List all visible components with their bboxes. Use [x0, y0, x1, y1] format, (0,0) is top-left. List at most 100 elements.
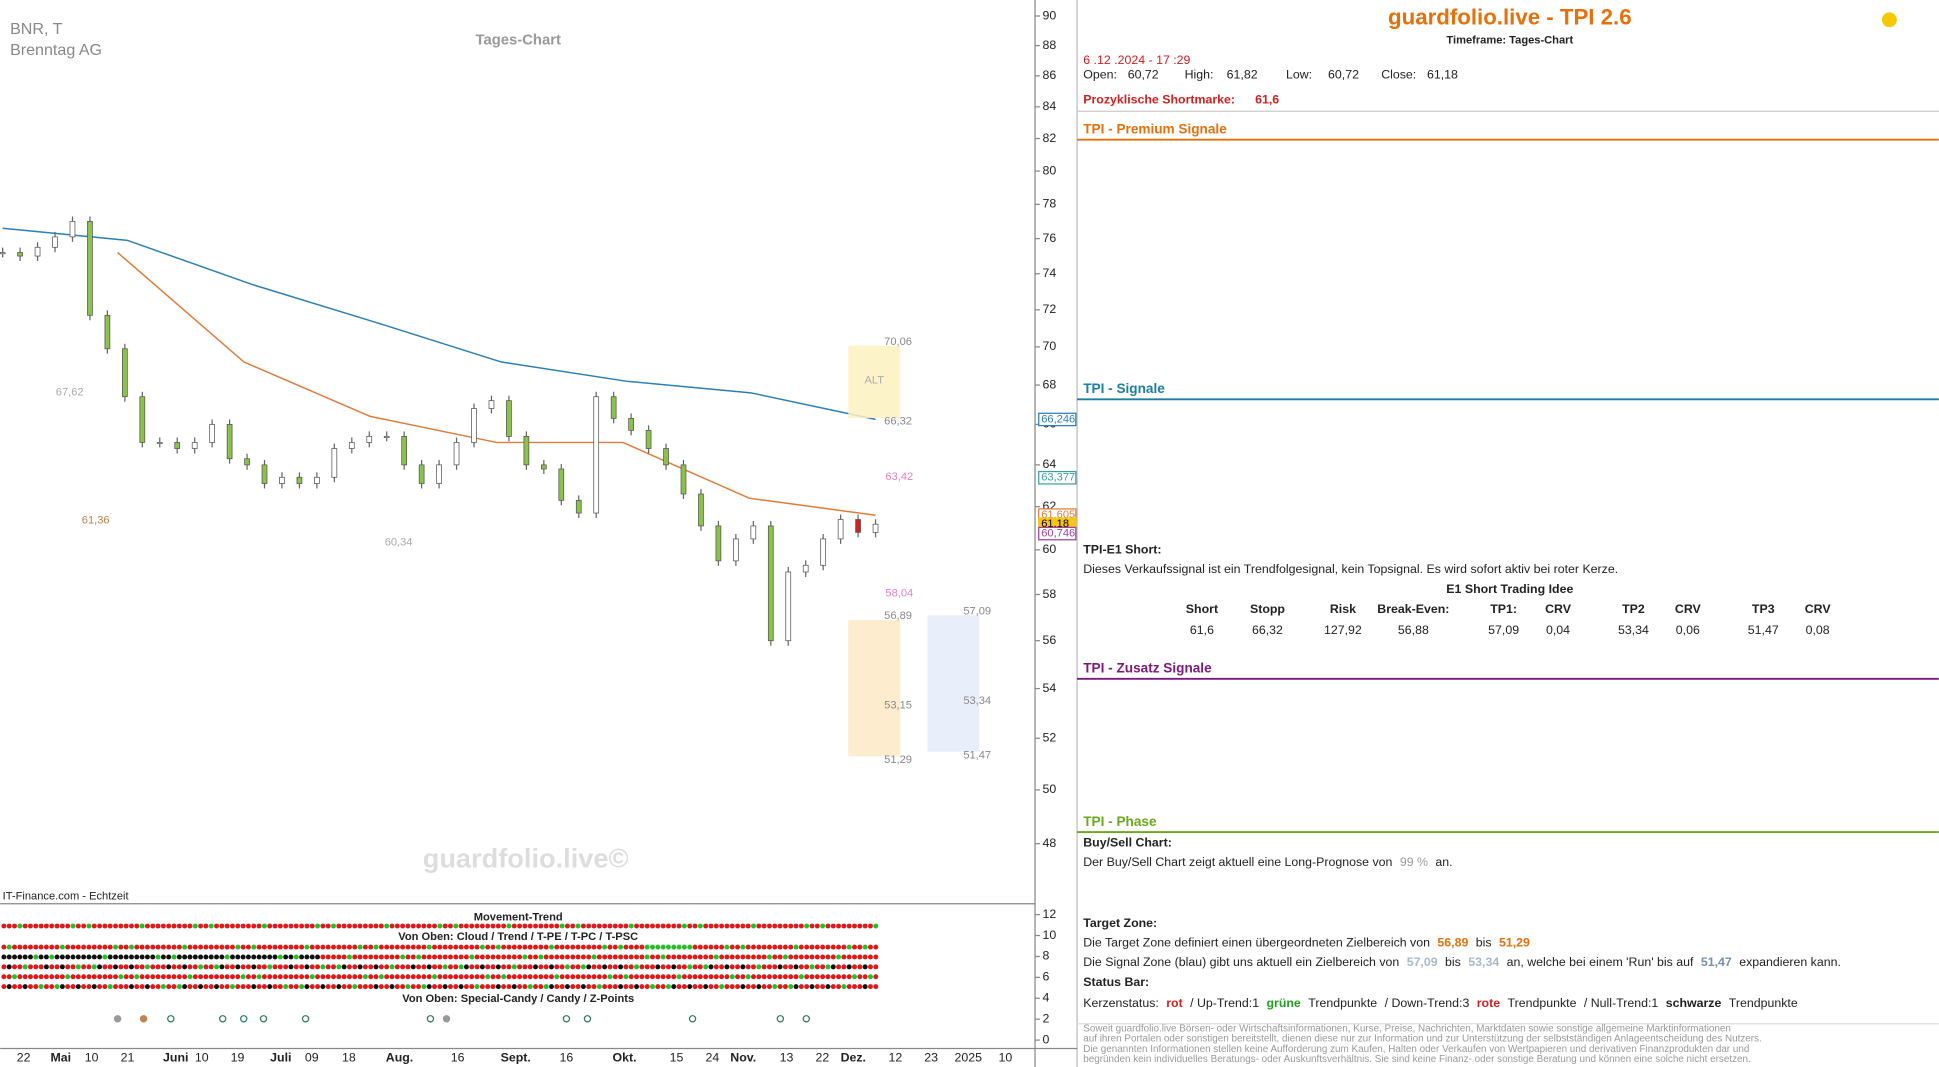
trend-dot — [745, 944, 751, 950]
candle — [52, 236, 58, 248]
trend-dot — [272, 964, 278, 970]
trend-dot — [320, 954, 326, 960]
candle — [244, 458, 250, 466]
trend-dot — [416, 954, 422, 960]
trend-dot — [586, 944, 592, 950]
trend-dot — [708, 974, 714, 980]
trend-dot — [346, 974, 352, 980]
trend-dot — [447, 923, 453, 929]
trend-dot — [469, 944, 475, 950]
trend-dot — [426, 974, 432, 980]
trend-dot — [192, 974, 198, 980]
trend-dot — [171, 954, 177, 960]
y-tick-label: 48 — [1042, 836, 1056, 850]
trend-dot — [224, 923, 230, 929]
trend-dot — [772, 954, 778, 960]
trend-dot — [665, 944, 671, 950]
trend-dot — [150, 923, 156, 929]
trend-dot — [6, 984, 12, 990]
trend-dot — [740, 984, 746, 990]
y-tick-label: 78 — [1042, 197, 1056, 211]
trend-dot — [331, 944, 336, 950]
y-tick-label: 72 — [1042, 302, 1056, 316]
trend-dot — [214, 984, 220, 990]
zone-value: 53,15 — [884, 700, 912, 712]
table-cell: 56,88 — [1398, 623, 1429, 637]
trend-dot — [336, 923, 342, 929]
trend-dot — [814, 984, 820, 990]
candle — [279, 476, 285, 484]
trend-dot — [208, 964, 214, 970]
price-box — [1038, 470, 1077, 485]
trend-dot — [421, 974, 427, 980]
trend-dot — [155, 954, 161, 960]
trend-dot — [102, 974, 108, 980]
trend-dot — [559, 984, 565, 990]
trend-dot — [336, 964, 342, 970]
table-cell: 57,09 — [1488, 623, 1519, 637]
trend-dot — [304, 964, 310, 970]
trend-dot — [740, 954, 746, 960]
trend-dot — [602, 954, 608, 960]
trend-dot — [501, 964, 507, 970]
trend-dot — [655, 964, 661, 970]
trend-dot — [830, 974, 836, 980]
trend-dot — [1, 964, 7, 970]
trend-dot — [325, 984, 331, 990]
trend-dot — [251, 944, 257, 950]
trend-dot — [166, 984, 172, 990]
trend-dot — [33, 954, 39, 960]
table-cell: 127,92 — [1324, 623, 1362, 637]
trend-dot — [12, 984, 17, 990]
trend-dot — [283, 974, 289, 980]
x-tick-label: Okt. — [613, 1051, 637, 1065]
trend-dot — [75, 954, 81, 960]
trend-dot — [554, 984, 560, 990]
table-cell: 51,47 — [1748, 623, 1779, 637]
section-title: TPI - Phase — [1083, 814, 1157, 829]
trend-dot — [830, 964, 836, 970]
trend-dot — [506, 954, 512, 960]
ohlc: 61,18 — [1427, 68, 1458, 82]
y-tick-label: 54 — [1042, 681, 1056, 695]
table-header: TP1: — [1490, 602, 1517, 616]
trend-dot — [559, 954, 565, 960]
trend-dot — [469, 954, 475, 960]
trend-dot — [38, 944, 44, 950]
trend-dot — [150, 974, 156, 980]
trend-dot — [634, 954, 640, 960]
trend-dot — [867, 923, 873, 929]
x-tick-label: Mai — [50, 1051, 71, 1065]
y-tick-label: 4 — [1042, 991, 1049, 1005]
trend-dot — [59, 984, 65, 990]
trend-dot — [54, 944, 60, 950]
trend-dot — [38, 964, 44, 970]
trend-dot — [325, 964, 331, 970]
trend-dot — [857, 923, 863, 929]
zone-value: 53,34 — [963, 695, 991, 707]
y-tick-label: 74 — [1042, 266, 1056, 280]
trend-dot — [357, 954, 363, 960]
trend-dot — [129, 974, 134, 980]
trend-dot — [453, 974, 459, 980]
section-title: TPI - Signale — [1083, 381, 1165, 396]
trend-dot — [75, 964, 81, 970]
trend-dot — [798, 974, 804, 980]
trend-dot — [724, 974, 730, 980]
trend-dot — [501, 923, 507, 929]
trend-dot — [761, 974, 767, 980]
pane-title: Von Oben: Cloud / Trend / T-PE / T-PC / … — [398, 931, 638, 943]
trend-dot — [841, 974, 847, 980]
trend-dot — [804, 984, 810, 990]
trend-dot — [416, 984, 422, 990]
trend-dot — [315, 944, 321, 950]
trend-dot — [644, 944, 650, 950]
trend-dot — [437, 974, 443, 980]
trend-dot — [602, 944, 608, 950]
trend-dot — [304, 984, 310, 990]
trend-dot — [362, 964, 368, 970]
trend-dot — [1, 923, 7, 929]
trend-dot — [543, 984, 549, 990]
trend-dot — [825, 923, 831, 929]
